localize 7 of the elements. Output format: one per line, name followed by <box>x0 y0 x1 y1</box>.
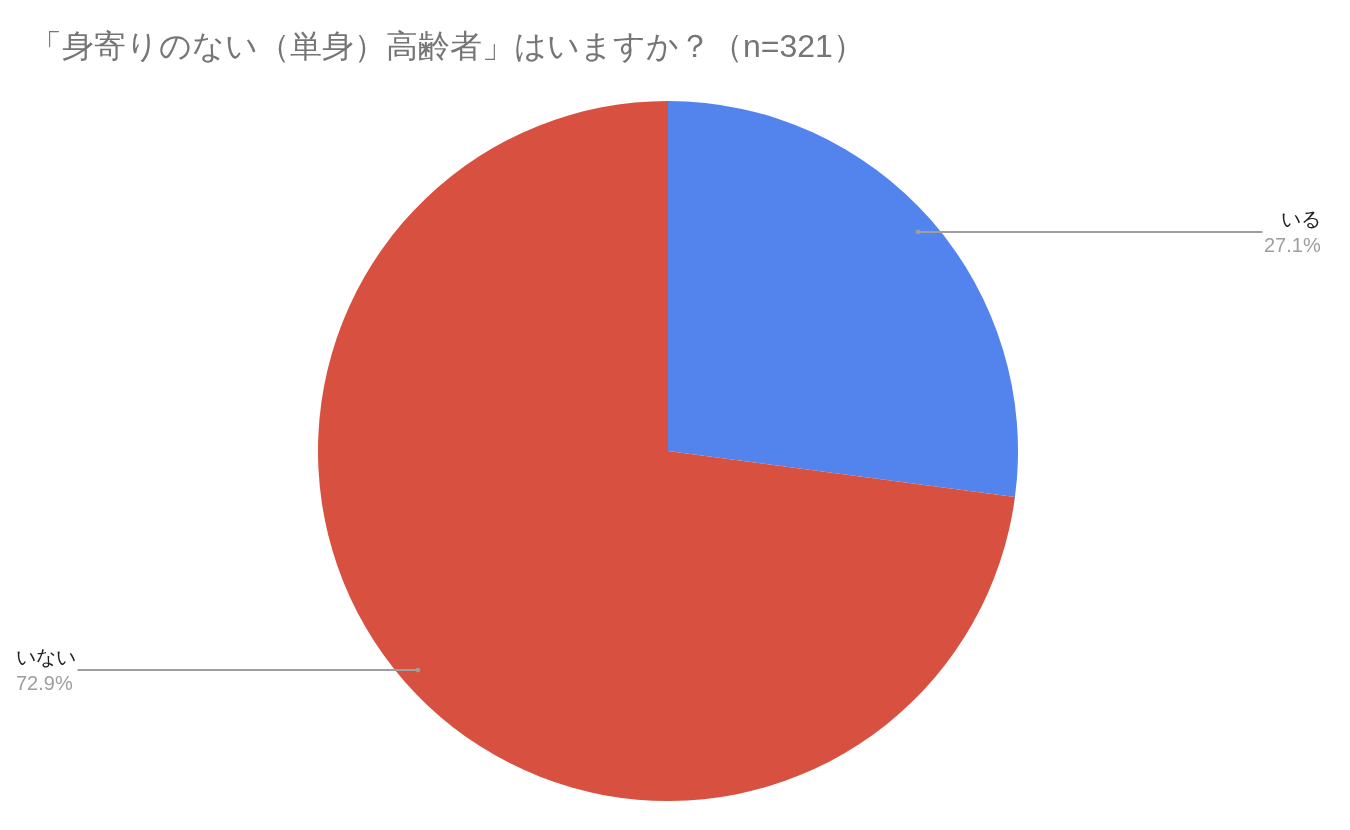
chart-title: 「身寄りのない（単身）高齢者」はいますか？（n=321） <box>30 28 865 65</box>
slice-label: いない <box>16 646 76 668</box>
data-label: 72.9% <box>16 672 73 694</box>
slice-label: いる <box>1280 208 1321 230</box>
pie-slice <box>668 101 1018 498</box>
data-label: 27.1% <box>1264 234 1321 256</box>
pie-slice <box>318 101 1015 801</box>
